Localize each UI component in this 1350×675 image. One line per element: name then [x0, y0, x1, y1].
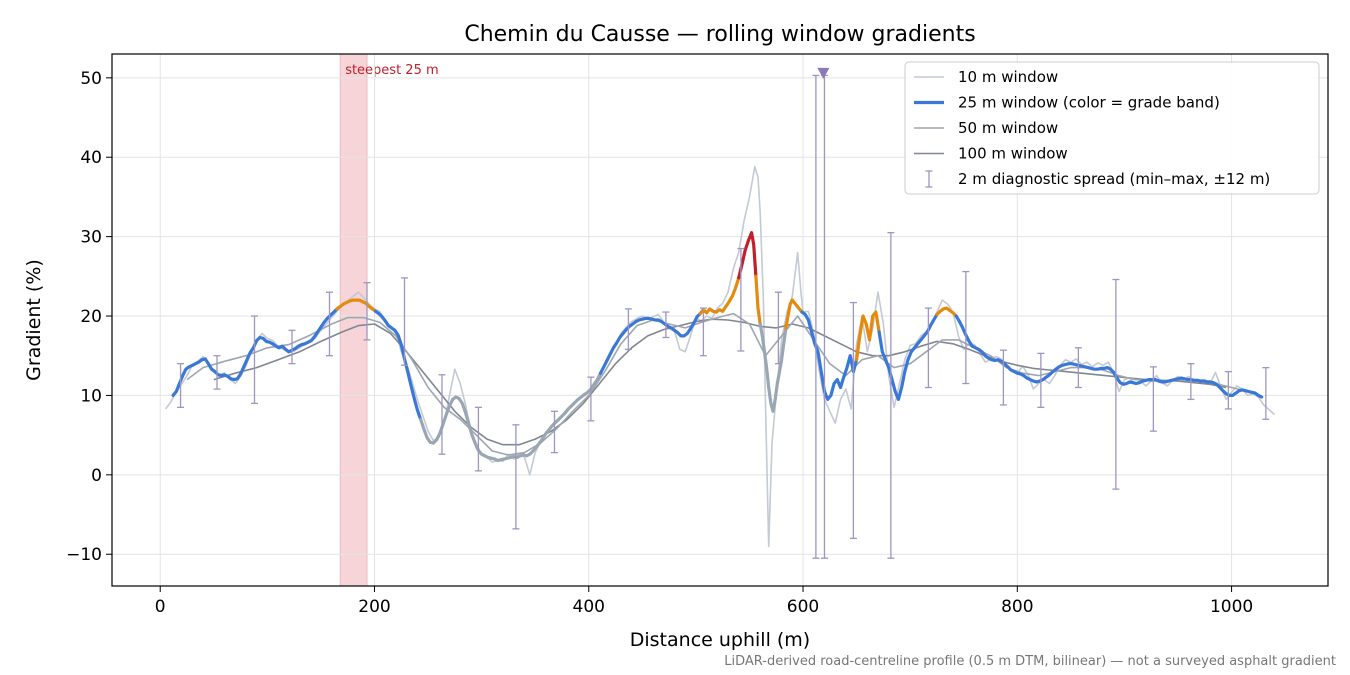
y-tick-label-3: 20 [80, 307, 102, 327]
y-tick-label-6: 50 [80, 69, 102, 89]
error-bar-7 [438, 374, 446, 455]
legend-label-w25: 25 m window (color = grade band) [958, 94, 1220, 112]
error-bar-24 [1037, 352, 1045, 408]
x-tick-label-2: 400 [573, 597, 605, 617]
error-bar-19 [849, 301, 857, 540]
highlight-band [339, 53, 368, 587]
y-tick-label-0: −10 [66, 545, 102, 565]
marker-layer [817, 67, 830, 79]
y-tick-label-1: 0 [91, 466, 102, 486]
max-marker-triangle [817, 67, 830, 79]
error-bar-11 [587, 376, 595, 422]
error-bar-15 [737, 247, 745, 352]
error-bar-25 [1074, 347, 1082, 389]
x-tick-label-4: 800 [1001, 597, 1033, 617]
series-line-25m-segment-11 [855, 310, 881, 362]
series-line-25m-segment-13 [935, 306, 958, 318]
error-bars [177, 74, 1270, 559]
legend-entry-w10: 10 m window [914, 68, 1058, 86]
error-bar-22 [962, 270, 970, 385]
error-bar-26 [1112, 278, 1120, 490]
series-line-25m-segment-10 [800, 310, 859, 401]
series-line-50m [186, 312, 1248, 456]
error-bar-29 [1224, 370, 1232, 410]
error-bar-12 [624, 308, 632, 351]
error-bar-13 [662, 311, 670, 339]
legend-entry-w25: 25 m window (color = grade band) [914, 94, 1220, 112]
error-bar-9 [512, 424, 520, 530]
error-bar-10 [550, 410, 558, 454]
highlight-label: steepest 25 m [345, 63, 438, 78]
legend-label-w10: 10 m window [958, 68, 1058, 86]
error-bar-6 [400, 277, 408, 366]
x-tick-label-0: 0 [155, 597, 166, 617]
x-tick-label-3: 600 [787, 597, 819, 617]
error-bar-14 [699, 307, 707, 357]
y-tick-label-2: 10 [80, 386, 102, 406]
error-bar-0 [177, 363, 185, 408]
axis-ticks: 0 200 400 600 800 1000 −10 0 10 20 30 40 50 [66, 69, 1253, 617]
legend-label-w50: 50 m window [958, 119, 1058, 137]
series-layer [164, 166, 1275, 548]
error-bar-16 [774, 291, 782, 365]
error-bar-2 [250, 315, 258, 405]
error-bar-28 [1187, 363, 1195, 401]
x-axis-label: Distance uphill (m) [630, 629, 810, 651]
plot-frame [111, 53, 1329, 587]
legend-entry-w100: 100 m window [914, 145, 1068, 163]
error-bar-4 [325, 291, 333, 357]
error-bar-27 [1149, 366, 1157, 432]
y-tick-label-4: 30 [80, 228, 102, 248]
series-line-25m-segment-6 [737, 231, 758, 280]
series-line-25m-segment-14 [954, 314, 1264, 399]
error-bar-23 [999, 349, 1007, 406]
chart-title: Chemin du Causse — rolling window gradie… [464, 22, 975, 47]
error-bar-20 [887, 232, 895, 559]
error-bar-30 [1262, 366, 1270, 420]
legend-entry-err: 2 m diagnostic spread (min–max, ±12 m) [925, 170, 1270, 188]
error-bar-5 [363, 282, 371, 341]
series-line-25m-segment-4 [598, 312, 702, 375]
series-line-10m [164, 166, 1275, 548]
series-line-25m-segment-5 [698, 276, 741, 316]
legend-box [904, 61, 1320, 195]
error-bar-17 [812, 74, 820, 559]
series-line-25m-segment-7 [754, 274, 762, 326]
series-line-25m-segment-12 [877, 312, 939, 401]
y-tick-label-5: 40 [80, 148, 102, 168]
error-bar-1 [213, 355, 221, 390]
legend-label-w100: 100 m window [958, 145, 1068, 163]
series-line-25m-segment-1 [335, 298, 378, 313]
legend-label-err: 2 m diagnostic spread (min–max, ±12 m) [958, 170, 1270, 188]
error-bar-3 [288, 329, 296, 365]
y-axis-label: Gradient (%) [23, 259, 45, 381]
series-line-25m-segment-3 [419, 371, 603, 463]
highlight-region: steepest 25 m [339, 53, 439, 587]
x-tick-label-5: 1000 [1210, 597, 1253, 617]
x-tick-label-1: 200 [358, 597, 390, 617]
error-bar-21 [924, 307, 932, 389]
series-line-25m-segment-2 [374, 309, 423, 421]
series-line-25m-segment-9 [784, 298, 804, 330]
legend-entry-w50: 50 m window [914, 119, 1058, 137]
error-bar-8 [474, 406, 482, 472]
series-line-25m-segment-8 [758, 322, 788, 413]
footnote: LiDAR-derived road-centreline profile (0… [724, 654, 1336, 669]
legend: 10 m window 25 m window (color = grade ba… [904, 61, 1320, 195]
